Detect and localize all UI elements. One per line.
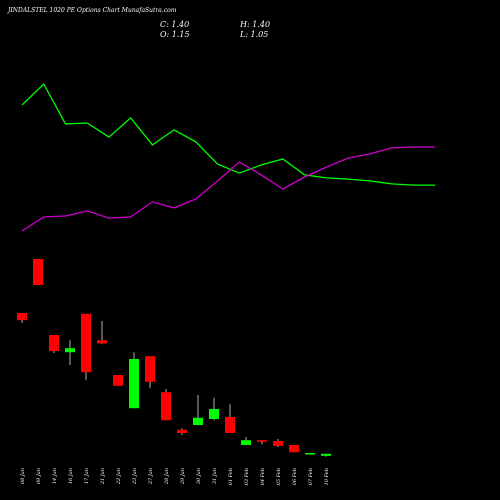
candle-body	[321, 453, 331, 456]
candle-body	[65, 348, 75, 353]
candle-body	[193, 417, 203, 425]
x-tick-label: 16 Jan	[68, 468, 74, 484]
x-tick-label: 30 Jan	[196, 468, 202, 484]
candle-body	[33, 259, 43, 285]
candle-body	[305, 453, 315, 455]
low-info: L: 1.05	[239, 30, 268, 39]
high-info: H: 1.40	[239, 20, 270, 29]
candle-body	[241, 440, 251, 445]
x-tick-label: 10 Feb	[324, 468, 330, 485]
candle-body	[49, 335, 59, 351]
x-tick-label: 14 Jan	[52, 468, 58, 484]
x-tick-label: 05 Feb	[276, 468, 282, 485]
candle-body	[273, 441, 283, 446]
x-tick-label: 04 Feb	[260, 468, 266, 485]
candle-body	[161, 392, 171, 421]
candle-body	[81, 313, 91, 373]
candle-body	[225, 417, 235, 433]
x-tick-label: 27 Jan	[148, 468, 154, 485]
x-tick-label: 31 Jan	[212, 468, 218, 484]
x-tick-label: 23 Jan	[132, 468, 138, 485]
x-tick-label: 28 Jan	[164, 468, 170, 485]
x-tick-label: 22 Jan	[116, 468, 122, 485]
candle-body	[257, 440, 267, 442]
x-tick-label: 29 Jan	[180, 468, 186, 485]
x-tick-label: 09 Jan	[36, 468, 42, 484]
close-info: C: 1.40	[160, 20, 189, 29]
x-tick-label: 08 Jan	[20, 468, 26, 484]
indicator-line	[21, 82, 435, 186]
candle-body	[113, 375, 123, 386]
candle-body	[145, 356, 155, 382]
candle-body	[289, 445, 299, 453]
x-tick-label: 01 Feb	[228, 468, 234, 485]
chart-title: JINDALSTEL 1020 PE Options Chart MunafaS…	[6, 7, 177, 14]
x-tick-label: 03 Feb	[244, 468, 250, 485]
x-tick-label: 21 Jan	[100, 468, 106, 485]
candle-body	[129, 359, 139, 409]
x-tick-label: 06 Feb	[292, 468, 298, 485]
candle-body	[17, 313, 27, 321]
indicator-line	[21, 146, 435, 232]
candle-body	[97, 340, 107, 344]
candle-body	[177, 429, 187, 433]
open-info: O: 1.15	[160, 30, 190, 39]
x-tick-label: 17 Jan	[84, 468, 90, 484]
candle-body	[209, 409, 219, 419]
x-tick-label: 07 Feb	[308, 468, 314, 485]
